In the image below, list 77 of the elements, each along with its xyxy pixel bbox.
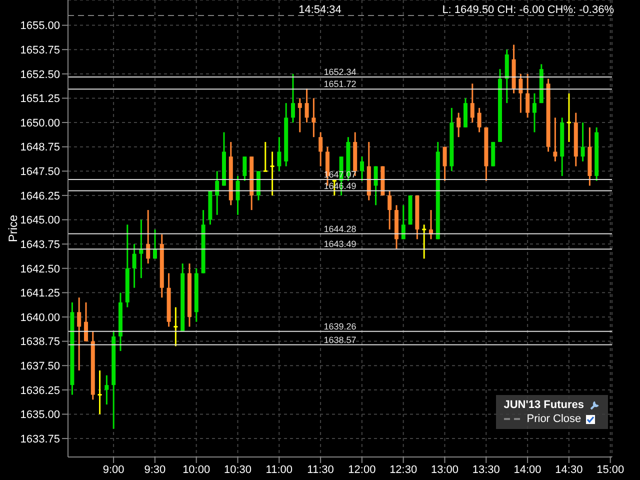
- candlestick: [139, 219, 144, 279]
- x-tick-label: 13:30: [472, 464, 500, 476]
- candlestick: [290, 73, 295, 124]
- annotation: L: 1649.50 CH: -6.00 CH%: -0.36%: [442, 4, 614, 16]
- candlestick: [132, 243, 136, 289]
- candlestick: [298, 97, 302, 133]
- x-tick-label: 10:30: [224, 464, 252, 476]
- ref-line-label: 1651.72: [324, 79, 356, 90]
- candlestick: [318, 131, 323, 168]
- y-tick-label: 1651.25: [20, 93, 60, 106]
- candlestick: [566, 92, 571, 143]
- x-tick-label: 10:00: [182, 464, 210, 476]
- ref-line-label: 1652.34: [324, 67, 356, 78]
- y-tick-label: 1643.75: [20, 238, 60, 251]
- y-tick-label: 1637.50: [20, 360, 60, 373]
- x-tick-label: 12:30: [390, 464, 418, 476]
- ref-line-label: 1638.57: [324, 334, 356, 345]
- y-tick-label: 1642.50: [20, 263, 60, 276]
- candlestick: [152, 228, 157, 260]
- ref-line-label: 1644.28: [324, 224, 356, 234]
- candlestick: [215, 170, 220, 216]
- candlestick: [518, 73, 523, 114]
- annotation: 14:54:34: [298, 4, 342, 16]
- x-tick-label: 14:00: [514, 464, 542, 476]
- y-tick-label: 1652.50: [20, 68, 60, 81]
- candlestick: [526, 73, 530, 118]
- candlestick: [263, 141, 268, 172]
- x-tick-label: 9:30: [144, 464, 166, 476]
- x-tick-label: 9:00: [102, 464, 124, 476]
- y-tick-label: 1650.00: [20, 117, 60, 130]
- y-tick-label: 1636.25: [20, 384, 60, 397]
- y-tick-label: 1633.75: [20, 433, 60, 446]
- x-tick-label: 14:30: [555, 464, 583, 476]
- ref-line-label: 1643.49: [324, 239, 356, 250]
- x-tick-label: 13:00: [430, 464, 459, 476]
- y-axis-title: Price: [6, 214, 20, 242]
- x-tick-label: 12:00: [348, 464, 376, 476]
- y-tick-label: 1653.75: [20, 44, 60, 56]
- legend-label: Prior Close: [526, 413, 582, 425]
- candlestick: [422, 224, 426, 260]
- x-tick-label: 11:00: [266, 464, 292, 476]
- candlestick: [236, 175, 240, 216]
- candlestick: [401, 204, 406, 240]
- y-tick-label: 1647.50: [20, 166, 60, 178]
- y-tick-label: 1645.00: [20, 214, 60, 227]
- candlestick: [374, 166, 378, 206]
- y-tick-label: 1640.00: [20, 312, 60, 324]
- y-tick-label: 1646.25: [20, 190, 60, 202]
- candlestick: [304, 88, 309, 124]
- candlestick: [580, 122, 585, 162]
- candlestick: [146, 209, 150, 264]
- y-tick-label: 1638.75: [20, 336, 60, 348]
- candlestick: [532, 92, 536, 133]
- candlestick: [277, 136, 282, 172]
- candlestick: [470, 82, 474, 124]
- candlestick: [84, 302, 88, 342]
- x-tick-label: 11:30: [307, 464, 334, 476]
- candlestick: [388, 190, 392, 230]
- candlestick: [270, 150, 274, 196]
- y-tick-label: 1635.00: [20, 409, 60, 422]
- candlestick: [98, 370, 102, 415]
- legend-title: JUN'13 Futures: [504, 399, 584, 411]
- candlestick: [442, 146, 447, 182]
- candlestick: [312, 97, 316, 138]
- y-tick-label: 1641.25: [20, 288, 60, 300]
- candlestick: [174, 306, 178, 347]
- candlestick: [553, 116, 558, 162]
- ref-line-label: 1639.26: [324, 321, 356, 332]
- candlestick: [360, 156, 364, 182]
- candlestick: [77, 296, 82, 372]
- candlestick: [456, 112, 461, 138]
- x-tick-label: 15:00: [596, 464, 624, 476]
- candlestick: [242, 156, 247, 182]
- candlestick: [477, 107, 482, 133]
- y-tick-label: 1648.75: [20, 142, 60, 154]
- candlestick: [104, 374, 109, 406]
- y-tick-label: 1655.00: [20, 20, 60, 32]
